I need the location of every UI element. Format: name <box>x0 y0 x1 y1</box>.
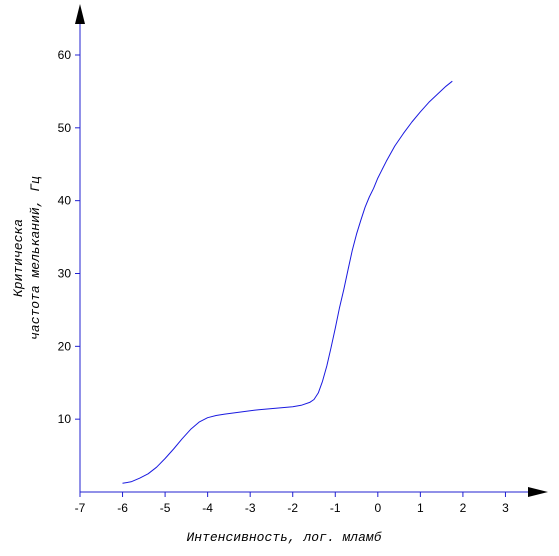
y-ticks: 10 20 30 40 50 60 <box>58 48 80 426</box>
y-tick-label: 50 <box>58 121 72 135</box>
y-axis-title: Критическа частота мельканий, Гц <box>11 176 43 340</box>
x-tick-label: -3 <box>245 501 256 515</box>
y-axis-title-line-1: Критическа <box>11 219 26 297</box>
series-line <box>122 80 453 484</box>
x-tick-label: 3 <box>502 501 509 515</box>
x-ticks: -7 -6 -5 -4 -3 -2 -1 0 1 2 3 <box>75 492 509 515</box>
x-axis-arrow <box>528 487 548 497</box>
y-axis-title-line-2: частота мельканий, Гц <box>28 176 43 340</box>
y-tick-label: 60 <box>58 48 72 62</box>
x-axis: -7 -6 -5 -4 -3 -2 -1 0 1 2 3 <box>75 487 548 515</box>
x-tick-label: -2 <box>287 501 298 515</box>
x-tick-label: 0 <box>374 501 381 515</box>
x-axis-title: Интенсивность, лог. мламб <box>186 530 381 545</box>
x-tick-label: -4 <box>202 501 213 515</box>
y-tick-label: 10 <box>58 412 72 426</box>
y-tick-label: 30 <box>58 266 72 280</box>
y-axis-arrow <box>75 4 85 24</box>
x-tick-label: 1 <box>417 501 424 515</box>
series-group <box>122 80 453 484</box>
x-tick-label: -6 <box>117 501 128 515</box>
y-axis: 10 20 30 40 50 60 <box>58 4 85 492</box>
x-tick-label: -7 <box>75 501 86 515</box>
x-tick-label: -1 <box>330 501 341 515</box>
x-tick-label: 2 <box>460 501 467 515</box>
y-tick-label: 40 <box>58 194 72 208</box>
y-tick-label: 20 <box>58 339 72 353</box>
x-tick-label: -5 <box>160 501 171 515</box>
